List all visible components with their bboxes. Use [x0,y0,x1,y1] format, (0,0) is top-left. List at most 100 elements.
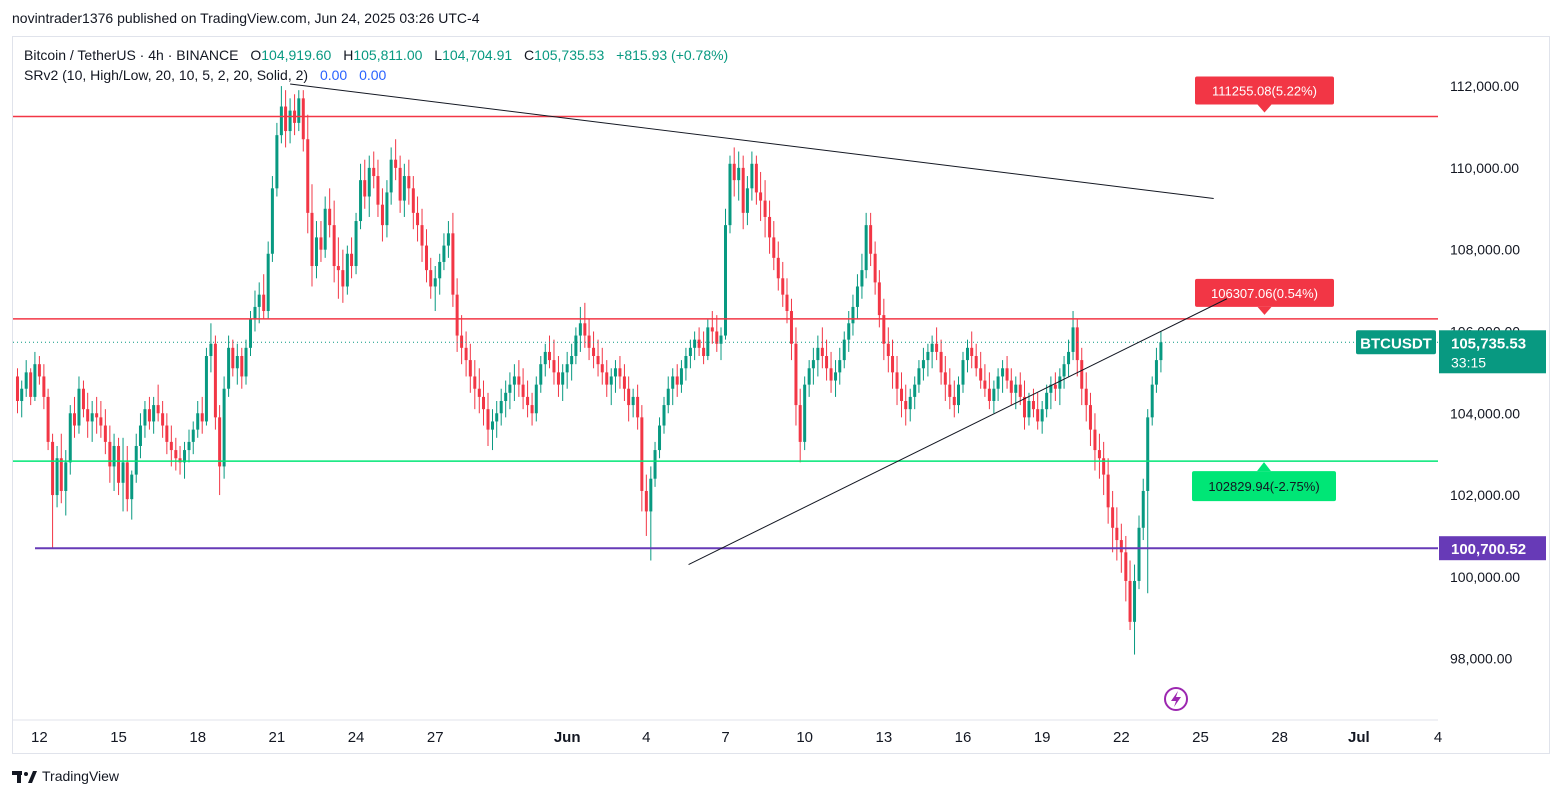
candle-body [750,163,754,189]
candle [785,278,789,324]
candle [1049,376,1053,410]
candle [587,319,591,361]
candle-body [249,319,252,348]
candle-body [688,347,692,357]
candle [750,151,754,201]
candle [1058,368,1062,406]
candle [886,327,890,373]
x-axis[interactable]: 12 15 18 21 24 27 Jun 4 7 10 13 16 19 22 25 28 Jul 4 [13,719,1442,746]
candle [345,245,349,295]
candle [662,396,666,434]
candle [622,364,626,401]
candle [222,376,226,479]
candle-body [380,204,384,226]
candle [935,327,939,361]
candle [244,339,248,385]
candle-body [147,409,151,422]
level-label-text: 106307.06(0.54%) [1211,286,1318,301]
candle-body [55,458,59,496]
candle-body [222,388,226,467]
candle [174,437,178,471]
candle [1133,564,1137,655]
candle-body [77,388,81,426]
y-axis[interactable]: 112,000.00110,000.00108,000.00106,000.00… [1438,37,1548,754]
candle [592,331,596,369]
footer-brand[interactable]: TradingView [12,768,119,784]
candle [926,343,930,377]
candle-body [121,462,125,483]
candle [754,155,758,205]
candle [952,380,956,418]
candle [270,176,274,262]
candle-body [1133,580,1137,622]
candle-body [20,388,24,401]
candle-body [1036,409,1040,422]
level-label-resistance: 106307.06(0.54%) [1195,278,1334,315]
level-label-text: 102829.94(-2.75%) [1208,479,1319,494]
candle [64,450,68,516]
candle-body [526,396,530,406]
candle-body [772,237,776,258]
candle-body [847,323,851,340]
x-tick-label: 7 [721,729,729,746]
candle-body [161,413,165,426]
candle-body [213,343,217,418]
candle-body [1115,527,1119,541]
candle-body [411,188,415,213]
candle [613,360,617,393]
candle [95,396,99,434]
lightning-icon[interactable] [1164,687,1188,711]
candle-body [103,425,107,442]
candle [319,221,323,262]
candle [121,437,125,512]
purple-level-text: 100,700.52 [1451,541,1526,558]
candle-body [1137,527,1141,581]
candle-body [183,450,187,463]
candle-body [288,110,292,132]
candle-body [895,372,899,389]
candle [42,364,46,410]
candle-body [561,372,565,385]
candle-body [996,376,1000,389]
candle [112,433,116,491]
candle-body [530,405,534,414]
candle [1001,360,1005,393]
last-price-badge: 105,735.53 33:15 [1439,330,1546,374]
candle-body [882,315,886,344]
candle [834,360,838,397]
high-value: 105,811.00 [353,47,423,63]
indicator-label[interactable]: SRv2 (10, High/Low, 20, 10, 5, 2, 20, So… [24,67,309,83]
candle-body [341,270,345,287]
candle [297,90,301,132]
candle [288,98,292,144]
candle-body [425,245,429,271]
chart-frame[interactable] [12,36,1550,754]
candle [359,163,363,230]
candle-body [442,245,446,262]
candle [473,360,477,410]
candle [279,86,283,144]
candle [152,396,156,434]
y-axis-area [1438,37,1548,754]
candle [394,139,398,181]
candle [99,400,103,438]
y-tick-label: 98,000.00 [1450,651,1512,667]
candle [508,372,512,410]
x-tick-label: 28 [1271,729,1288,746]
candle [798,388,802,463]
candle [1067,339,1071,377]
candle-body [1062,364,1066,377]
candle-body [829,368,833,381]
candle [1080,347,1084,406]
candle-body [1018,384,1022,397]
symbol-label[interactable]: Bitcoin / TetherUS · 4h · BINANCE [24,47,239,63]
open-label: O [250,47,262,63]
candle-body [72,413,76,426]
candle-body [891,356,895,373]
candle-body [574,335,578,357]
candle-body [262,294,266,312]
candle-body [816,347,820,361]
candle-body [1146,417,1150,491]
candle-body [125,462,129,500]
